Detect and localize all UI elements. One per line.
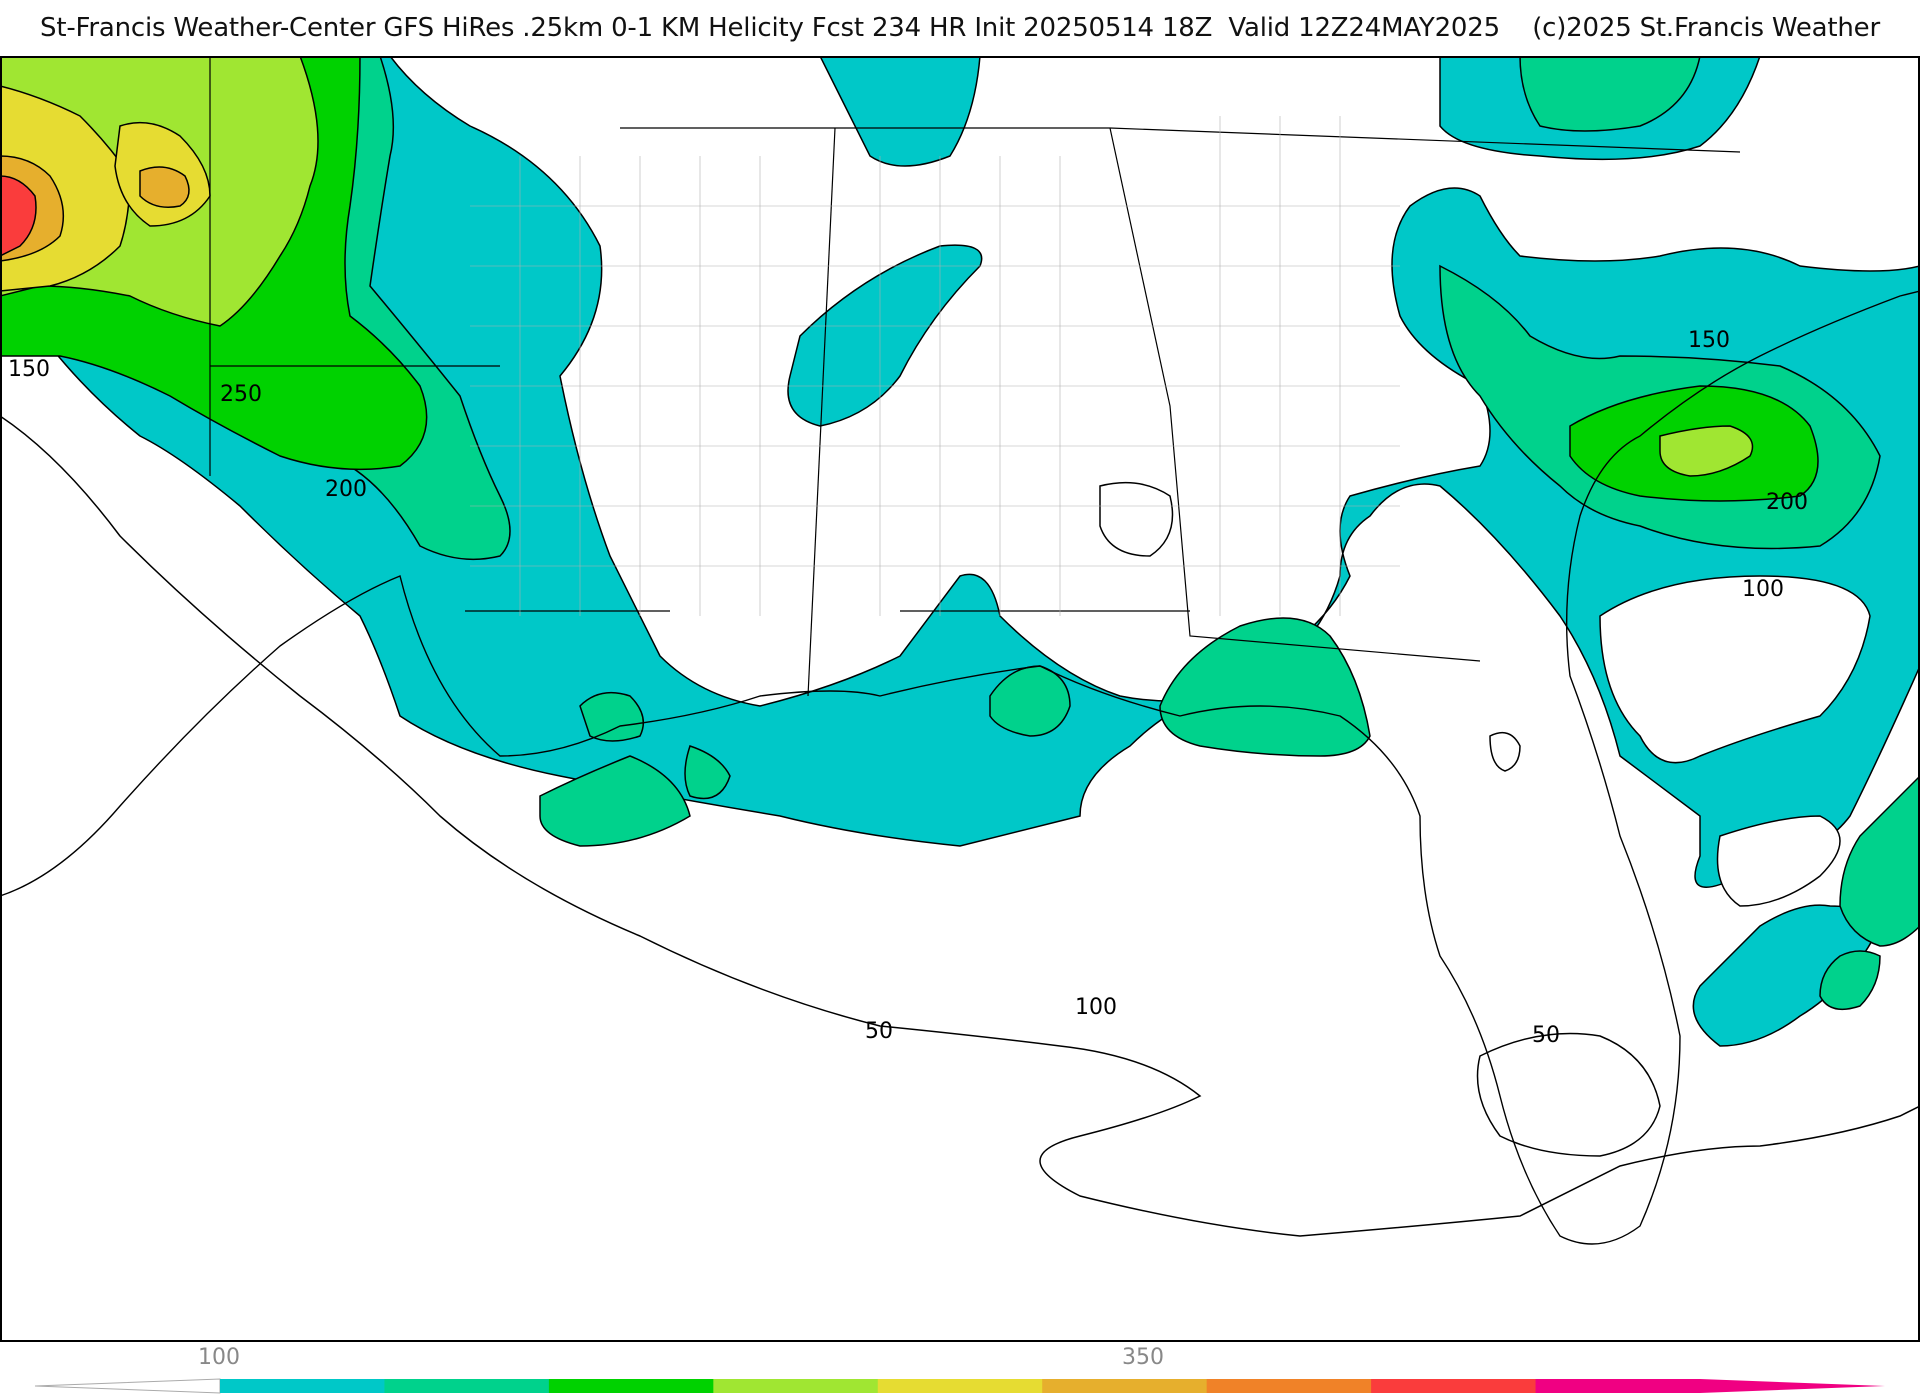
legend-low-arrow <box>34 1378 221 1394</box>
contour-label: 200 <box>325 477 367 502</box>
contour-label: 50 <box>1532 1023 1560 1048</box>
contour-labels: 150 250 200 150 200 100 100 50 50 <box>8 328 1808 1048</box>
contour-label: 150 <box>1688 328 1730 353</box>
legend-swatch <box>1535 1379 1701 1393</box>
legend-swatch <box>220 1379 385 1393</box>
legend-tick-label: 100 <box>198 1345 240 1370</box>
contour-label: 200 <box>1766 490 1808 515</box>
coastline <box>0 290 1920 1245</box>
legend-swatches <box>220 1379 1701 1393</box>
color-legend: 100 350 <box>34 1345 1885 1394</box>
helicity-contour-50 <box>0 415 1920 1237</box>
legend-swatch <box>1206 1379 1372 1393</box>
legend-tick-label: 350 <box>1122 1345 1164 1370</box>
contour-label: 250 <box>220 382 262 407</box>
contour-label: 50 <box>865 1019 893 1044</box>
helicity-low-pockets <box>1489 575 1871 907</box>
legend-high-arrow <box>1700 1379 1885 1393</box>
map-frame <box>0 56 1920 1342</box>
legend-swatch <box>877 1379 1043 1393</box>
state-boundaries <box>209 56 1741 697</box>
contour-label: 100 <box>1075 995 1117 1020</box>
county-lines <box>470 116 1400 616</box>
helicity-band-400-450 <box>0 175 37 257</box>
contour-label: 100 <box>1742 577 1784 602</box>
legend-swatch <box>1371 1379 1537 1393</box>
legend-swatch <box>1042 1379 1208 1393</box>
map-title: St-Francis Weather-Center GFS HiRes .25k… <box>40 13 1880 43</box>
legend-swatch <box>713 1379 879 1393</box>
legend-swatch <box>384 1379 550 1393</box>
helicity-map: 150 250 200 150 200 100 100 50 50 <box>0 56 1920 1342</box>
contour-label: 150 <box>8 357 50 382</box>
legend-swatch <box>548 1379 714 1393</box>
